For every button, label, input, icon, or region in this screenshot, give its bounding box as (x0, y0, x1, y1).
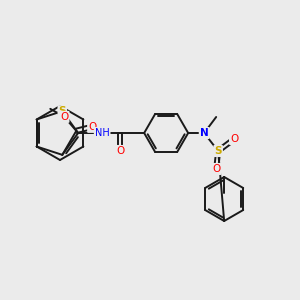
Text: O: O (60, 112, 68, 122)
Text: S: S (214, 146, 222, 156)
Text: S: S (58, 106, 66, 116)
Text: O: O (116, 146, 124, 156)
Text: O: O (230, 134, 238, 144)
Text: NH: NH (95, 128, 110, 138)
Text: O: O (212, 164, 220, 174)
Text: O: O (88, 122, 96, 132)
Text: N: N (200, 128, 208, 138)
